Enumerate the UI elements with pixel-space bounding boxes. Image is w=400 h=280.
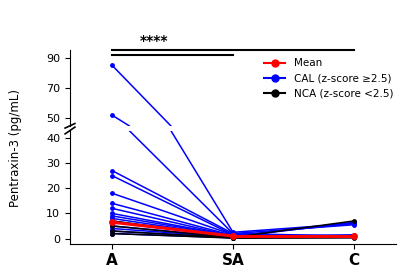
Legend: Mean, CAL (z-score ≥2.5), NCA (z-score <2.5): Mean, CAL (z-score ≥2.5), NCA (z-score <… <box>260 54 397 103</box>
Text: Pentraxin-3 (pg/mL): Pentraxin-3 (pg/mL) <box>10 89 22 207</box>
Text: ****: **** <box>140 34 169 48</box>
